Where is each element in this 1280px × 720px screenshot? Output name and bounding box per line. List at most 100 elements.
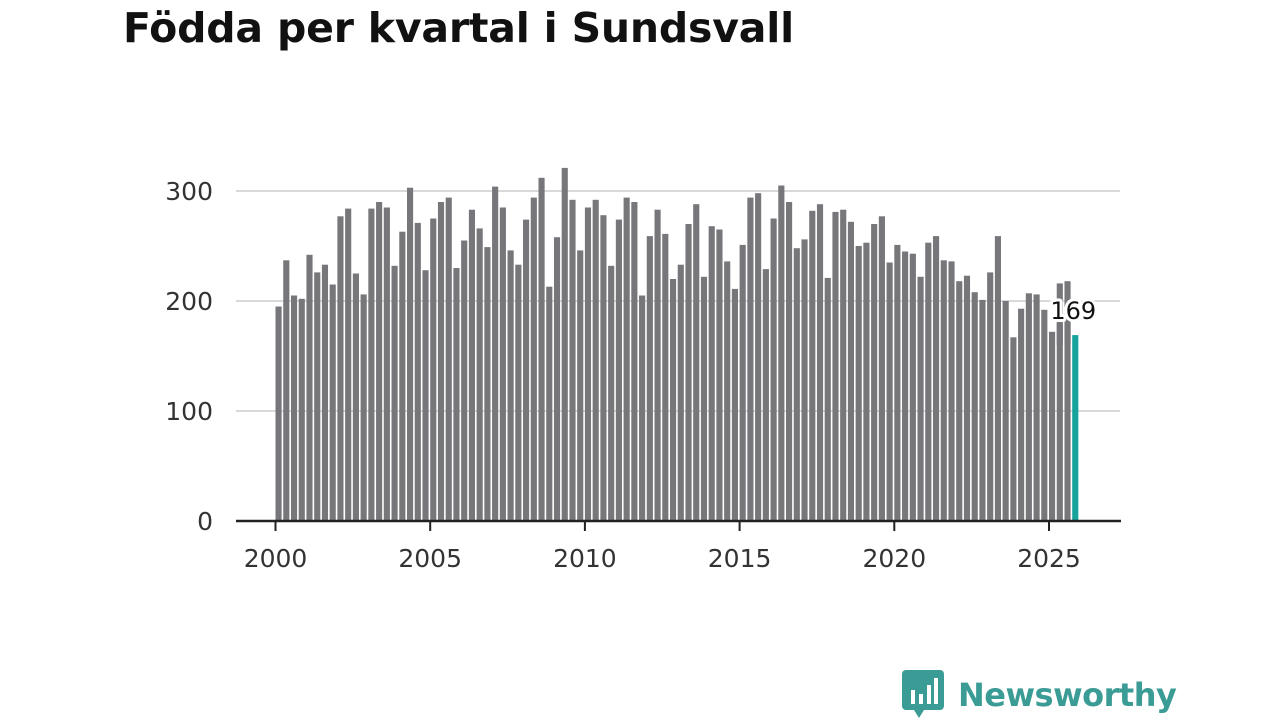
bar [414,222,421,521]
y-tick-label: 200 [165,287,213,316]
bars [275,167,1079,522]
bar [932,236,940,521]
bar [1049,331,1056,521]
bar [847,221,855,522]
bar [669,279,677,521]
bar [940,260,947,521]
bar [360,294,367,521]
bar [492,186,499,521]
bar [476,228,483,521]
bar [1010,337,1017,521]
bar [716,229,723,521]
bar [608,265,615,521]
bar [677,264,684,521]
bar [538,177,545,522]
bar [816,204,824,521]
bar [577,250,584,521]
bar [314,272,321,521]
bar [399,231,406,521]
bar [499,207,506,521]
bar [283,260,290,521]
bar [778,185,785,521]
bar [391,265,398,521]
bar [530,197,537,521]
y-tick-label: 100 [165,397,213,426]
x-tick-label: 2010 [553,544,617,573]
bar [461,240,468,521]
bar [290,295,298,521]
bar [329,284,336,521]
x-tick-label: 2020 [862,544,926,573]
bar [724,261,731,521]
bar [453,268,460,521]
x-tick-label: 2000 [244,544,308,573]
bar [700,276,708,521]
bar [832,211,839,521]
bar [631,202,638,521]
bar [584,207,592,521]
bar [755,193,762,521]
bar [809,210,816,522]
bar [956,281,963,521]
bar [600,215,607,521]
highlight-bar [1072,335,1079,521]
y-tick-label: 0 [197,507,213,536]
bar [1025,293,1032,521]
bar [971,292,978,521]
bar [654,209,661,521]
bar [368,208,375,521]
bar [337,216,344,522]
bar [770,218,777,521]
newsworthy-logo: Newsworthy [902,670,1177,720]
bar [994,236,1001,521]
bar [345,208,352,521]
bar [731,288,738,521]
bar [484,247,491,521]
bar [1018,308,1025,521]
bar [298,298,305,521]
bar [909,253,916,521]
bar [863,242,870,521]
bar [515,264,522,521]
bar [639,295,646,521]
bar [615,219,622,521]
bar [352,273,359,521]
value-label-halo: 169 [1050,297,1096,325]
bar [747,197,754,521]
bar [840,209,847,521]
bar [523,219,530,521]
bar [422,270,429,521]
bar [979,299,986,521]
bar [824,277,831,521]
bar [437,202,445,521]
bar [1041,309,1048,521]
bar [871,224,878,521]
bar [376,202,383,521]
bar [445,197,452,521]
bar [507,250,514,521]
bar [561,167,568,521]
bar [1064,281,1071,345]
bar [321,264,329,521]
bar [306,254,313,522]
axes [236,519,1121,531]
bar [383,207,390,521]
bar [553,237,561,521]
bar [917,276,924,521]
bar [894,244,901,521]
bar [646,236,653,521]
bar [468,209,476,521]
bar [623,197,630,521]
highlight-value-label: 169 [1050,297,1096,325]
bar [855,246,862,521]
bar [407,187,414,521]
bar [963,275,971,521]
bar [739,244,746,521]
x-tick-label: 2005 [398,544,462,573]
newsworthy-bar-chart-icon [902,670,944,718]
bar [430,218,437,521]
bar [762,269,769,521]
bar [592,199,599,522]
bar [786,202,793,521]
